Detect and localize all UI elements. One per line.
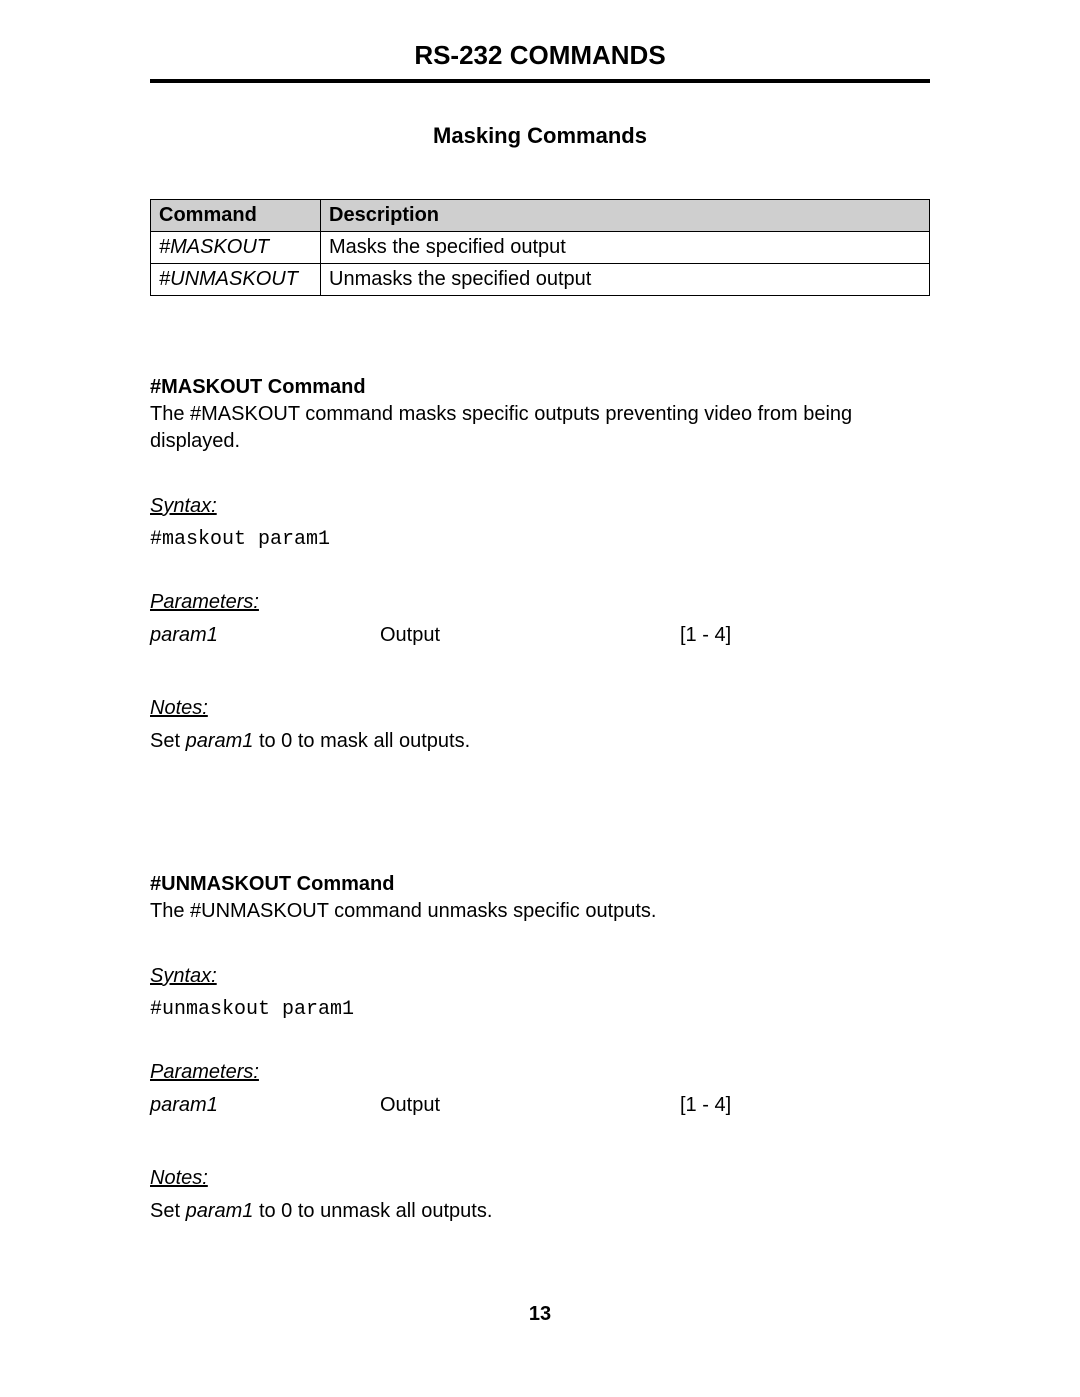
- table-cell-description: Masks the specified output: [321, 232, 930, 264]
- commands-table: Command Description #MASKOUT Masks the s…: [150, 199, 930, 296]
- maskout-notes-text: Set param1 to 0 to mask all outputs.: [150, 730, 930, 753]
- table-row: #MASKOUT Masks the specified output: [151, 232, 930, 264]
- param-name: param1: [150, 1094, 380, 1117]
- unmaskout-heading: #UNMASKOUT Command: [150, 873, 930, 896]
- param-type: Output: [380, 1094, 680, 1117]
- syntax-label: Syntax:: [150, 965, 930, 988]
- notes-param-name: param1: [186, 730, 254, 752]
- maskout-heading: #MASKOUT Command: [150, 376, 930, 399]
- unmaskout-notes-text: Set param1 to 0 to unmask all outputs.: [150, 1200, 930, 1223]
- table-header-row: Command Description: [151, 200, 930, 232]
- notes-label: Notes:: [150, 697, 930, 720]
- notes-prefix: Set: [150, 1200, 186, 1222]
- unmaskout-description: The #UNMASKOUT command unmasks specific …: [150, 898, 930, 925]
- table-row: #UNMASKOUT Unmasks the specified output: [151, 264, 930, 296]
- table-header-description: Description: [321, 200, 930, 232]
- table-cell-command: #MASKOUT: [151, 232, 321, 264]
- notes-suffix: to 0 to unmask all outputs.: [253, 1200, 492, 1222]
- unmaskout-syntax-code: #unmaskout param1: [150, 998, 930, 1021]
- page-title: RS-232 COMMANDS: [150, 40, 930, 83]
- syntax-label: Syntax:: [150, 495, 930, 518]
- parameters-label: Parameters:: [150, 591, 930, 614]
- table-header-command: Command: [151, 200, 321, 232]
- param-range: [1 - 4]: [680, 1094, 930, 1117]
- table-cell-command: #UNMASKOUT: [151, 264, 321, 296]
- param-name: param1: [150, 624, 380, 647]
- param-range: [1 - 4]: [680, 624, 930, 647]
- section-title: Masking Commands: [150, 123, 930, 149]
- maskout-description: The #MASKOUT command masks specific outp…: [150, 401, 930, 455]
- notes-param-name: param1: [186, 1200, 254, 1222]
- notes-suffix: to 0 to mask all outputs.: [253, 730, 470, 752]
- maskout-syntax-code: #maskout param1: [150, 528, 930, 551]
- maskout-param-row: param1 Output [1 - 4]: [150, 624, 930, 647]
- parameters-label: Parameters:: [150, 1061, 930, 1084]
- page-number: 13: [150, 1303, 930, 1326]
- param-type: Output: [380, 624, 680, 647]
- document-page: RS-232 COMMANDS Masking Commands Command…: [0, 0, 1080, 1366]
- notes-label: Notes:: [150, 1167, 930, 1190]
- notes-prefix: Set: [150, 730, 186, 752]
- table-cell-description: Unmasks the specified output: [321, 264, 930, 296]
- unmaskout-param-row: param1 Output [1 - 4]: [150, 1094, 930, 1117]
